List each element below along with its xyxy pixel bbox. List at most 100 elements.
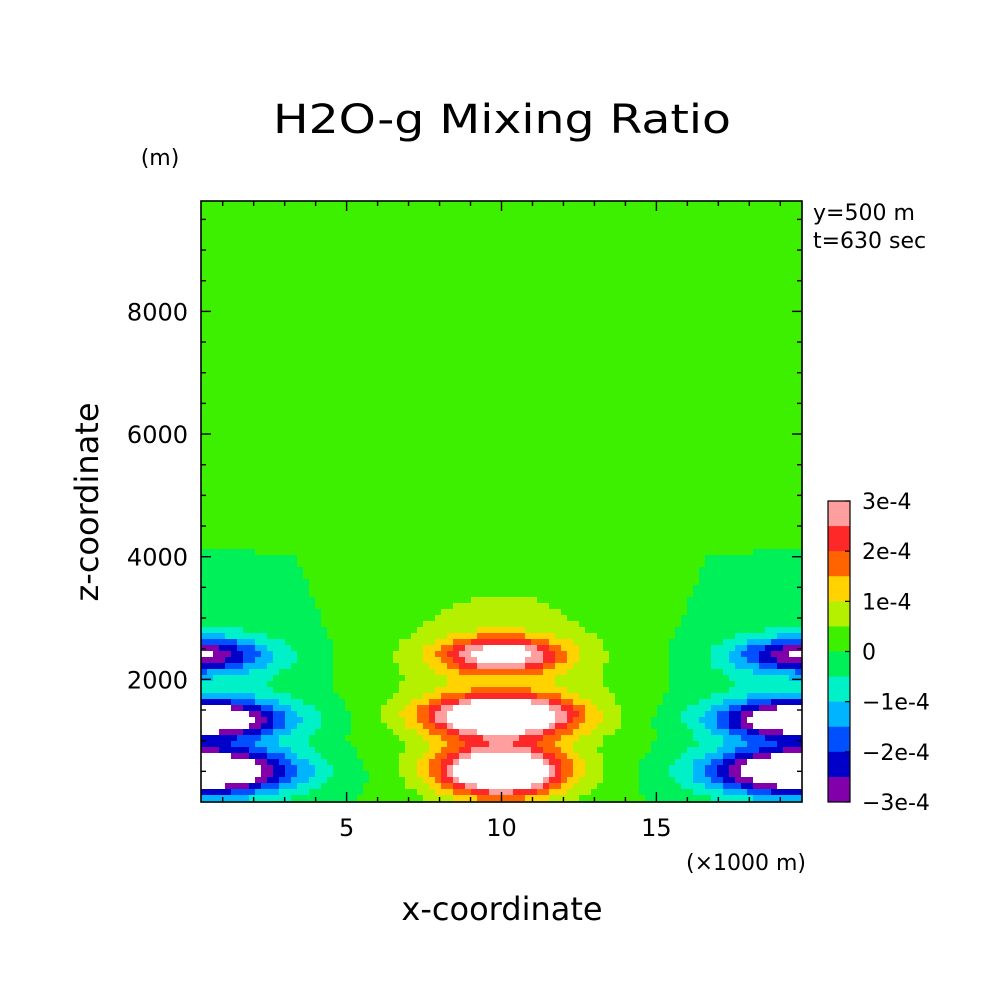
contour-cell — [729, 381, 736, 388]
contour-cell — [285, 465, 292, 472]
contour-cell — [369, 333, 376, 340]
contour-cell — [789, 363, 796, 370]
contour-cell — [783, 411, 790, 418]
contour-cell — [591, 459, 598, 466]
contour-cell — [237, 291, 244, 298]
contour-cell — [519, 399, 526, 406]
contour-cell — [627, 465, 634, 472]
contour-cell — [441, 255, 448, 262]
contour-cell — [753, 297, 760, 304]
contour-cell — [207, 261, 214, 268]
contour-cell — [687, 267, 694, 274]
contour-cell — [477, 465, 484, 472]
contour-cell — [453, 489, 460, 496]
contour-cell — [369, 459, 376, 466]
contour-cell — [405, 315, 412, 322]
contour-cell — [789, 243, 796, 250]
contour-cell — [627, 231, 634, 238]
contour-cell — [321, 447, 328, 454]
contour-cell — [345, 267, 352, 274]
contour-cell — [405, 345, 412, 352]
contour-cell — [219, 423, 226, 430]
contour-cell — [591, 249, 598, 256]
contour-cell — [285, 243, 292, 250]
contour-cell — [201, 237, 208, 244]
contour-cell — [693, 477, 700, 484]
contour-cell — [243, 333, 250, 340]
contour-cell — [585, 315, 592, 322]
contour-cell — [753, 291, 760, 298]
contour-cell — [393, 423, 400, 430]
contour-cell — [393, 225, 400, 232]
contour-cell — [465, 471, 472, 478]
contour-cell — [657, 489, 664, 496]
contour-cell — [609, 345, 616, 352]
contour-cell — [573, 231, 580, 238]
contour-cell — [651, 483, 658, 490]
contour-cell — [423, 495, 430, 502]
contour-cell — [273, 459, 280, 466]
contour-cell — [339, 399, 346, 406]
contour-cell — [309, 219, 316, 226]
contour-cell — [783, 405, 790, 412]
contour-cell — [723, 411, 730, 418]
contour-cell — [549, 315, 556, 322]
contour-cell — [573, 213, 580, 220]
contour-cell — [651, 243, 658, 250]
contour-cell — [243, 285, 250, 292]
contour-cell — [375, 297, 382, 304]
contour-cell — [573, 441, 580, 448]
contour-cell — [735, 309, 742, 316]
contour-cell — [363, 297, 370, 304]
contour-cell — [711, 285, 718, 292]
contour-cell — [291, 435, 298, 442]
contour-cell — [327, 411, 334, 418]
contour-cell — [423, 309, 430, 316]
contour-cell — [297, 381, 304, 388]
contour-cell — [369, 393, 376, 400]
contour-cell — [579, 375, 586, 382]
contour-cell — [387, 225, 394, 232]
contour-cell — [369, 453, 376, 460]
contour-cell — [369, 285, 376, 292]
contour-cell — [699, 255, 706, 262]
contour-cell — [501, 231, 508, 238]
contour-cell — [675, 351, 682, 358]
contour-cell — [309, 453, 316, 460]
contour-cell — [375, 399, 382, 406]
contour-cell — [771, 363, 778, 370]
contour-cell — [543, 363, 550, 370]
contour-cell — [393, 477, 400, 484]
contour-cell — [711, 255, 718, 262]
contour-cell — [267, 387, 274, 394]
contour-cell — [777, 321, 784, 328]
contour-cell — [291, 291, 298, 298]
contour-cell — [411, 363, 418, 370]
contour-cell — [405, 453, 412, 460]
contour-cell — [747, 285, 754, 292]
contour-cell — [483, 219, 490, 226]
contour-cell — [453, 405, 460, 412]
contour-cell — [453, 441, 460, 448]
contour-cell — [789, 339, 796, 346]
contour-cell — [645, 423, 652, 430]
contour-cell — [741, 255, 748, 262]
contour-cell — [243, 411, 250, 418]
contour-cell — [681, 297, 688, 304]
contour-cell — [513, 447, 520, 454]
contour-cell — [465, 225, 472, 232]
contour-cell — [489, 315, 496, 322]
contour-cell — [591, 483, 598, 490]
contour-cell — [249, 471, 256, 478]
contour-cell — [765, 357, 772, 364]
contour-cell — [447, 297, 454, 304]
contour-cell — [495, 291, 502, 298]
contour-cell — [237, 213, 244, 220]
contour-cell — [537, 471, 544, 478]
contour-cell — [261, 327, 268, 334]
contour-cell — [273, 489, 280, 496]
contour-cell — [783, 477, 790, 484]
contour-cell — [489, 405, 496, 412]
contour-cell — [777, 411, 784, 418]
contour-cell — [747, 309, 754, 316]
